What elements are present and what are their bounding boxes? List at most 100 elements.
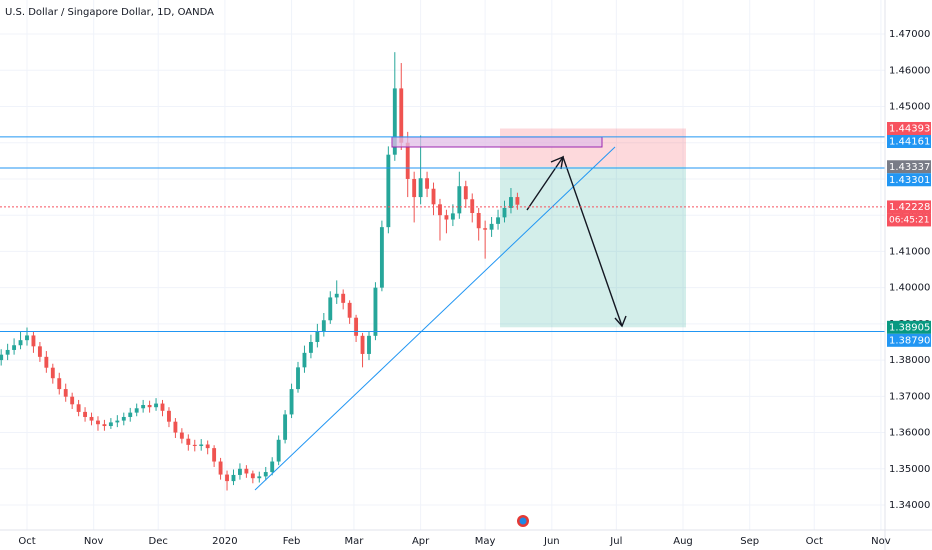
candle-body xyxy=(341,293,346,303)
price-label-box xyxy=(887,160,931,174)
price-label-box xyxy=(887,320,931,334)
candle-body xyxy=(399,88,404,143)
candle-body xyxy=(470,199,475,214)
y-tick-label: 1.34000 xyxy=(889,500,930,511)
candle-body xyxy=(386,154,391,228)
candle-body xyxy=(315,331,320,342)
price-label: 1.43301 xyxy=(889,175,930,186)
price-label-box xyxy=(887,121,931,135)
candle-body xyxy=(128,412,133,417)
stop-zone xyxy=(500,128,686,167)
y-tick-label: 1.47000 xyxy=(889,29,930,40)
candle-body xyxy=(425,178,430,189)
price-label-box xyxy=(887,333,931,347)
position-tool xyxy=(500,128,686,328)
axis-labels: 1.470001.460001.450001.440001.430001.420… xyxy=(18,29,931,547)
candle-body xyxy=(489,223,494,230)
x-tick-label: Nov xyxy=(871,536,891,547)
x-tick-label: Jul xyxy=(609,536,622,547)
candle-body xyxy=(5,349,10,355)
candle-body xyxy=(44,356,49,368)
candle-body xyxy=(250,473,255,479)
drawings xyxy=(254,136,627,527)
candle-body xyxy=(37,346,42,357)
candle-body xyxy=(328,297,333,321)
candle-body xyxy=(289,389,294,415)
x-tick-label: Mar xyxy=(344,536,364,547)
candle-body xyxy=(283,414,288,440)
candle-body xyxy=(347,302,352,318)
candle-body xyxy=(70,396,75,405)
y-tick-label: 1.40000 xyxy=(889,283,930,294)
candle-body xyxy=(167,410,171,422)
candle-body xyxy=(147,405,152,408)
y-tick-label: 1.36000 xyxy=(889,428,930,439)
x-tick-label: May xyxy=(475,536,496,547)
y-tick-label: 1.38000 xyxy=(889,355,930,366)
x-tick-label: 2020 xyxy=(212,536,237,547)
candle-body xyxy=(134,408,139,413)
candle-body xyxy=(18,340,23,346)
candle-body xyxy=(257,476,262,479)
candle-body xyxy=(263,472,268,477)
candle-body xyxy=(276,439,281,462)
candle-body xyxy=(205,444,210,449)
candle-body xyxy=(31,335,36,347)
candle-body xyxy=(199,444,204,446)
price-label-box xyxy=(887,173,931,187)
y-tick-label: 1.45000 xyxy=(889,102,930,113)
x-tick-label: Jun xyxy=(543,536,560,547)
x-tick-label: Nov xyxy=(84,536,104,547)
candle-body xyxy=(231,474,236,482)
trend-line xyxy=(254,146,616,491)
arrow-head xyxy=(614,315,627,328)
candle-body xyxy=(57,378,62,390)
x-tick-label: Oct xyxy=(18,536,35,547)
candle-body xyxy=(321,320,326,332)
candle-body xyxy=(496,217,500,224)
candle-body xyxy=(186,438,191,445)
countdown-box xyxy=(887,213,931,227)
candle-body xyxy=(212,448,217,462)
candle-body xyxy=(379,227,384,288)
arrow-head xyxy=(550,155,564,170)
chart-title: U.S. Dollar / Singapore Dollar, 1D, OAND… xyxy=(5,7,214,18)
price-label: 1.43337 xyxy=(889,162,930,173)
candle-body xyxy=(367,335,371,354)
candle-body xyxy=(225,474,229,482)
x-tick-label: Sep xyxy=(740,536,759,547)
candle-body xyxy=(50,367,55,379)
candle-body xyxy=(450,213,455,220)
candles xyxy=(0,52,520,491)
price-label: 1.44393 xyxy=(889,123,930,134)
candle-body xyxy=(238,468,242,475)
candle-body xyxy=(244,468,249,474)
candle-body xyxy=(457,186,462,214)
y-tick-label: 1.41000 xyxy=(889,246,930,257)
candle-body xyxy=(509,197,513,208)
y-tick-label: 1.35000 xyxy=(889,464,930,475)
candle-body xyxy=(360,335,365,354)
candle-body xyxy=(296,367,300,390)
x-tick-label: Dec xyxy=(149,536,168,547)
candle-body xyxy=(192,444,197,446)
candle-body xyxy=(476,213,481,229)
countdown: 06:45:21 xyxy=(889,215,929,225)
candle-body xyxy=(431,188,436,205)
price-label: 1.38905 xyxy=(889,322,930,333)
candle-body xyxy=(270,461,275,473)
supply-zone xyxy=(391,136,603,148)
x-tick-label: Oct xyxy=(806,536,823,547)
event-icon-inner xyxy=(519,517,527,525)
x-tick-label: Aug xyxy=(673,536,693,547)
candle-body xyxy=(12,345,17,350)
candle-body xyxy=(96,420,100,425)
candle-body xyxy=(502,207,507,218)
candle-body xyxy=(373,287,378,336)
candle-body xyxy=(463,186,468,200)
candle-body xyxy=(83,411,88,417)
candle-body xyxy=(515,197,520,205)
candle-body xyxy=(438,204,442,216)
